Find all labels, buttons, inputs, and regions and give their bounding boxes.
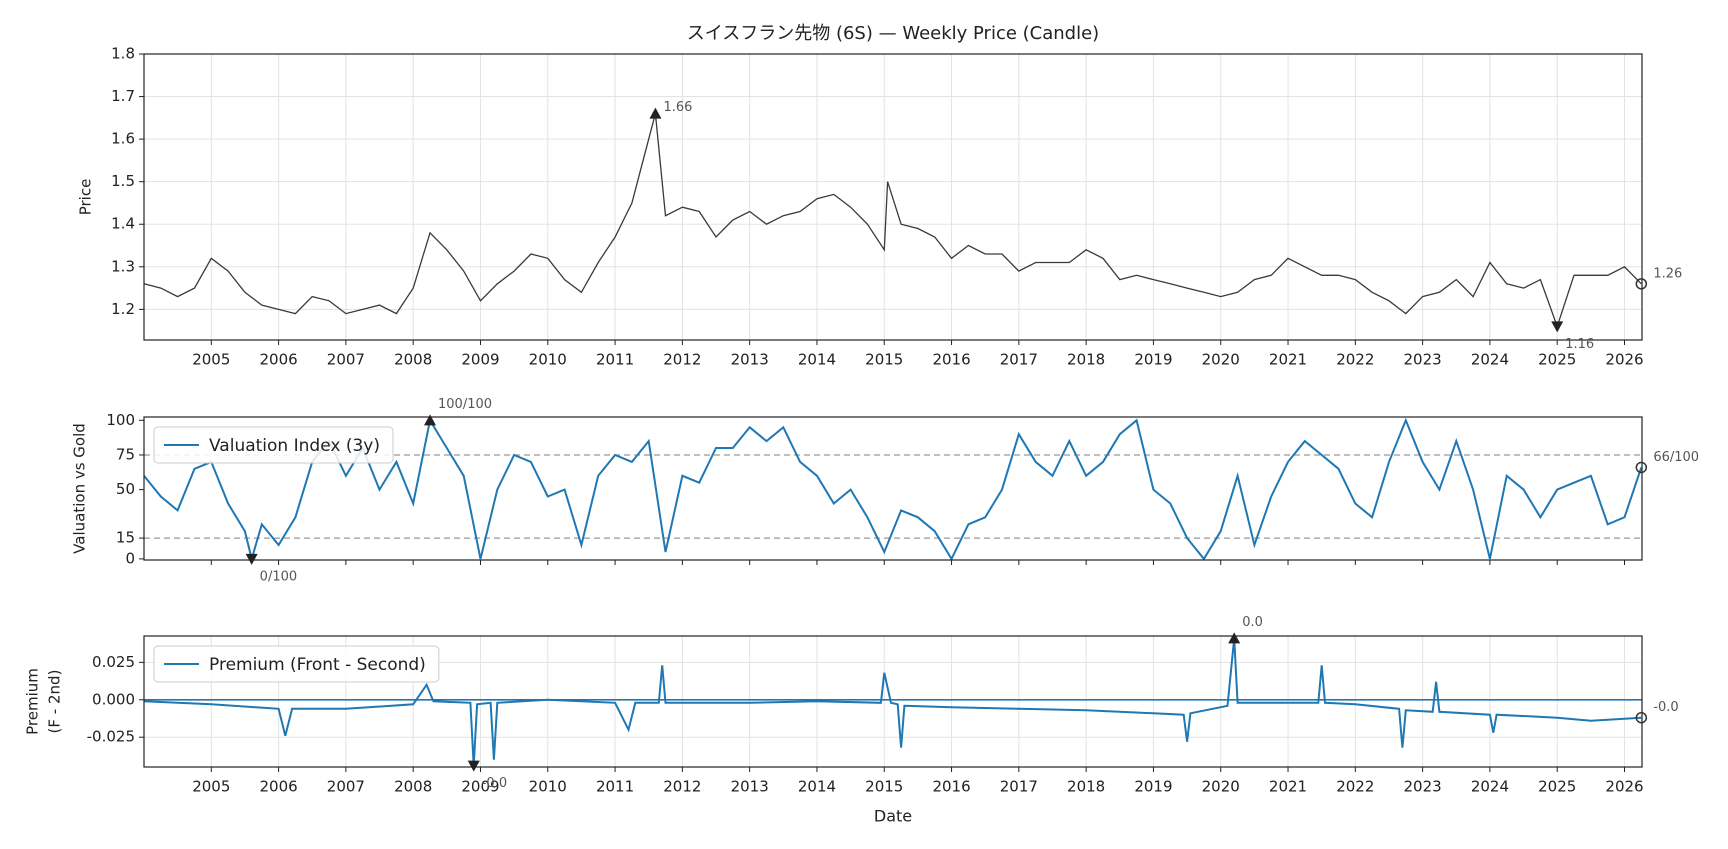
x-tick-label: 2007	[327, 778, 365, 796]
y-tick-label: 1.7	[111, 87, 135, 105]
x-tick-label: 2015	[865, 351, 903, 369]
x-tick-label: 2010	[529, 351, 567, 369]
x-tick-label: 2013	[731, 351, 769, 369]
x-tick-label: 2017	[1000, 351, 1038, 369]
x-tick-label: 2021	[1269, 778, 1307, 796]
y-tick-label: 0.000	[92, 690, 135, 708]
x-tick-label: 2024	[1471, 778, 1509, 796]
annotation-label: 1.16	[1565, 337, 1594, 352]
x-tick-label: 2007	[327, 351, 365, 369]
plot-frame	[143, 53, 1643, 341]
chart-title: スイスフラン先物 (6S) — Weekly Price (Candle)	[687, 23, 1099, 44]
x-tick-label: 2020	[1202, 351, 1240, 369]
y-axis-label: (F - 2nd)	[46, 670, 64, 734]
x-tick-label: 2016	[932, 778, 970, 796]
x-tick-label: 2018	[1067, 351, 1105, 369]
y-tick-label: -0.025	[87, 728, 135, 746]
y-tick-label: 1.3	[111, 257, 135, 275]
y-tick-label: 0.025	[92, 653, 135, 671]
x-tick-label: 2021	[1269, 351, 1307, 369]
annotation-marker	[1635, 461, 1648, 474]
x-tick-label: 2015	[865, 778, 903, 796]
x-tick-label: 2011	[596, 778, 634, 796]
annotation-marker	[1228, 632, 1241, 644]
x-axis-label: Date	[874, 807, 912, 826]
y-tick-label: 1.8	[111, 45, 135, 63]
series-line	[143, 417, 1643, 563]
annotation-label: 100/100	[438, 397, 492, 412]
annotation-marker	[1635, 278, 1648, 290]
legend-label: Premium (Front - Second)	[209, 655, 426, 675]
x-tick-label: 2023	[1404, 778, 1442, 796]
annotation-label: 66/100	[1653, 450, 1699, 465]
x-tick-label: 2006	[259, 351, 297, 369]
legend-box	[153, 426, 394, 464]
x-tick-label: 2025	[1538, 351, 1576, 369]
y-tick-label: 1.6	[111, 130, 135, 148]
annotation-marker	[649, 107, 662, 119]
y-tick-label: 50	[116, 480, 135, 498]
series-line	[143, 638, 1642, 766]
x-tick-label: 2019	[1134, 778, 1172, 796]
x-tick-label: 2025	[1538, 778, 1576, 796]
x-tick-label: 2019	[1134, 351, 1172, 369]
x-tick-label: 2012	[663, 351, 701, 369]
x-tick-label: 2017	[1000, 778, 1038, 796]
plot-frame	[143, 416, 1643, 561]
annotation-label: 0.0	[1242, 615, 1263, 630]
x-tick-label: 2018	[1067, 778, 1105, 796]
y-tick-label: 100	[106, 411, 135, 429]
y-axis-label: Valuation vs Gold	[71, 423, 89, 554]
x-tick-label: 2012	[663, 778, 701, 796]
x-tick-label: 2022	[1336, 351, 1374, 369]
x-tick-label: 2005	[192, 351, 230, 369]
legend-label: Valuation Index (3y)	[209, 436, 380, 456]
x-tick-label: 2016	[932, 351, 970, 369]
x-tick-label: 2009	[461, 351, 499, 369]
y-tick-label: 1.2	[111, 300, 135, 318]
legend-box	[153, 645, 440, 683]
x-tick-label: 2005	[192, 778, 230, 796]
y-tick-label: 1.5	[111, 172, 135, 190]
annotation-label: 1.26	[1653, 266, 1682, 281]
x-tick-label: 2014	[798, 351, 836, 369]
plot-frame	[143, 635, 1643, 768]
annotation-label: -0.0	[1653, 700, 1678, 715]
x-tick-label: 2026	[1605, 351, 1643, 369]
x-tick-label: 2008	[394, 351, 432, 369]
y-axis-label: Price	[77, 179, 95, 216]
y-tick-label: 0	[125, 549, 135, 567]
x-tick-label: 2023	[1404, 351, 1442, 369]
annotation-marker	[467, 760, 480, 772]
y-tick-label: 15	[116, 529, 135, 547]
y-tick-label: 1.4	[111, 215, 135, 233]
annotation-marker	[245, 553, 258, 565]
x-tick-label: 2011	[596, 351, 634, 369]
annotation-marker	[424, 414, 437, 426]
x-tick-label: 2024	[1471, 351, 1509, 369]
y-tick-label: 75	[116, 445, 135, 463]
x-tick-label: 2020	[1202, 778, 1240, 796]
x-tick-label: 2022	[1336, 778, 1374, 796]
annotation-label: -0.0	[482, 776, 507, 791]
y-axis-label: Premium	[24, 668, 42, 735]
x-tick-label: 2009	[461, 778, 499, 796]
x-tick-label: 2010	[529, 778, 567, 796]
annotation-label: 1.66	[663, 100, 692, 115]
annotation-marker	[1551, 321, 1564, 333]
annotation-marker	[1635, 711, 1648, 724]
x-tick-label: 2013	[731, 778, 769, 796]
annotation-label: 0/100	[260, 569, 297, 584]
x-tick-label: 2026	[1605, 778, 1643, 796]
series-line	[143, 113, 1642, 329]
x-tick-label: 2008	[394, 778, 432, 796]
x-tick-label: 2014	[798, 778, 836, 796]
x-tick-label: 2006	[259, 778, 297, 796]
